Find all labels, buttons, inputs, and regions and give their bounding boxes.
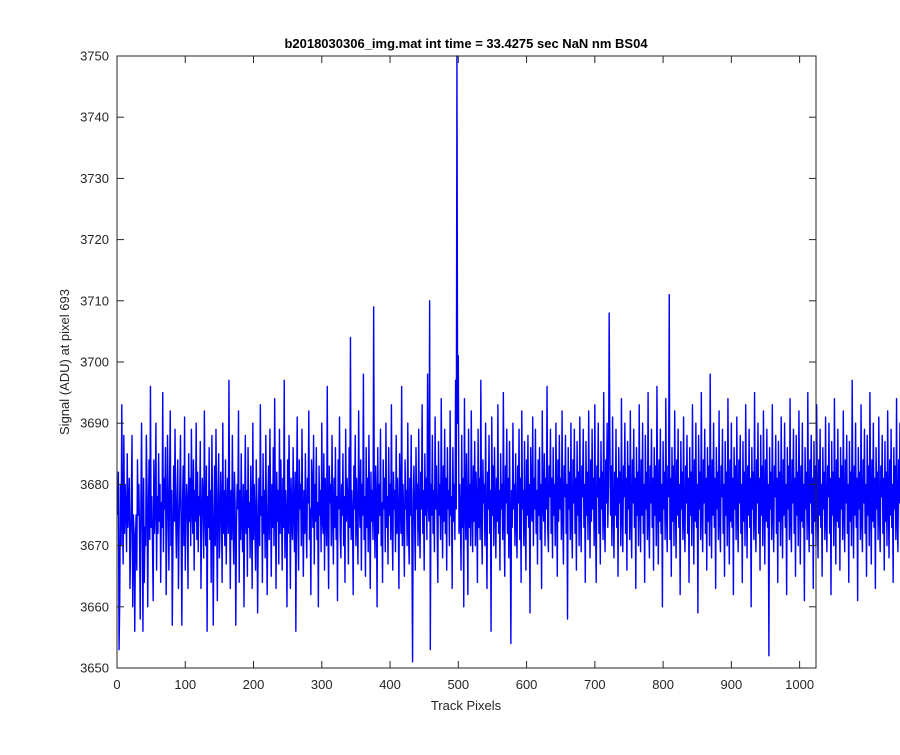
x-tick-label: 800: [652, 677, 674, 692]
y-tick-label: 3740: [80, 110, 109, 125]
x-tick-label: 0: [113, 677, 120, 692]
x-tick-label: 900: [721, 677, 743, 692]
y-tick-label: 3680: [80, 477, 109, 492]
y-tick-label: 3650: [80, 661, 109, 676]
y-tick-label: 3750: [80, 49, 109, 64]
y-tick-label: 3660: [80, 599, 109, 614]
series-line-0: [116, 55, 900, 663]
x-tick-label: 600: [516, 677, 538, 692]
y-axis: 3650 3660 3670 3680 3690 3700 3710 3720 3730 3740…: [80, 49, 816, 676]
x-tick-label: 300: [311, 677, 333, 692]
y-tick-label: 3730: [80, 171, 109, 186]
x-tick-label: 200: [243, 677, 265, 692]
x-axis: 0 100 200 300 400 500 600 700 800 900 1000: [113, 56, 814, 692]
x-tick-label: 100: [174, 677, 196, 692]
y-tick-label: 3700: [80, 355, 109, 370]
x-axis-title: Track Pixels: [431, 698, 502, 713]
x-tick-label: 1000: [785, 677, 814, 692]
y-tick-label: 3710: [80, 293, 109, 308]
x-tick-label: 500: [447, 677, 469, 692]
chart-title: b2018030306_img.mat int time = 33.4275 s…: [284, 36, 648, 51]
x-tick-label: 400: [379, 677, 401, 692]
y-tick-label: 3690: [80, 416, 109, 431]
series-layer: [116, 55, 900, 663]
x-tick-label: 700: [584, 677, 606, 692]
plot-area: [117, 56, 816, 668]
y-tick-label: 3670: [80, 538, 109, 553]
y-axis-title: Signal (ADU) at pixel 693: [57, 289, 72, 435]
y-tick-label: 3720: [80, 232, 109, 247]
